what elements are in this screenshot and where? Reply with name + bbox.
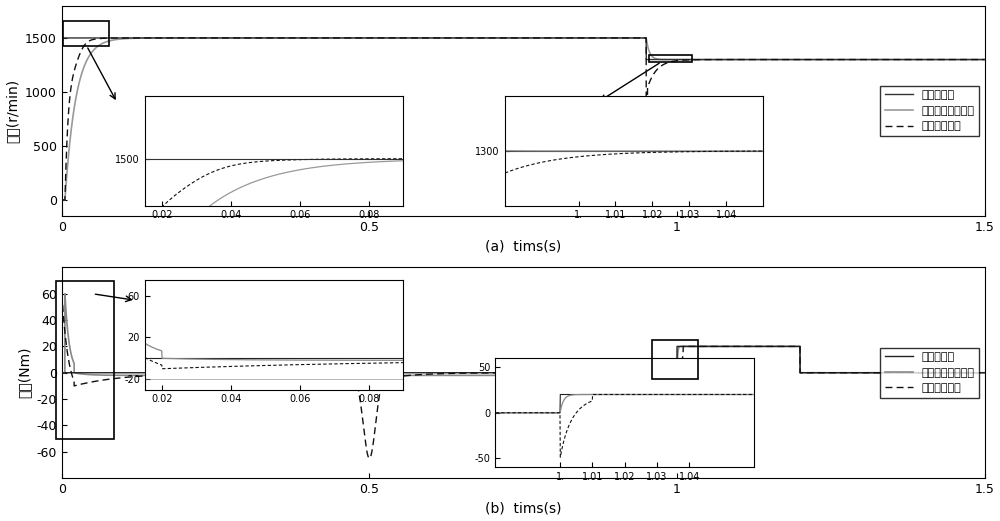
Bar bbox=[56, 281, 114, 439]
Bar bbox=[649, 55, 692, 61]
X-axis label: (a)  tims(s): (a) tims(s) bbox=[485, 240, 561, 254]
Bar bbox=[63, 21, 109, 45]
Bar bbox=[652, 340, 698, 379]
Legend: 转矩给定值, 显式模型预测转矩, 比例积分转矩: 转矩给定值, 显式模型预测转矩, 比例积分转矩 bbox=[880, 348, 979, 398]
Y-axis label: 转速(r/min): 转速(r/min) bbox=[6, 79, 20, 143]
Legend: 转速给定值, 显式模型预测转速, 比例积分转速: 转速给定值, 显式模型预测转速, 比例积分转速 bbox=[880, 86, 979, 136]
Y-axis label: 转矩(Nm): 转矩(Nm) bbox=[17, 347, 31, 399]
X-axis label: (b)  tims(s): (b) tims(s) bbox=[485, 501, 561, 515]
